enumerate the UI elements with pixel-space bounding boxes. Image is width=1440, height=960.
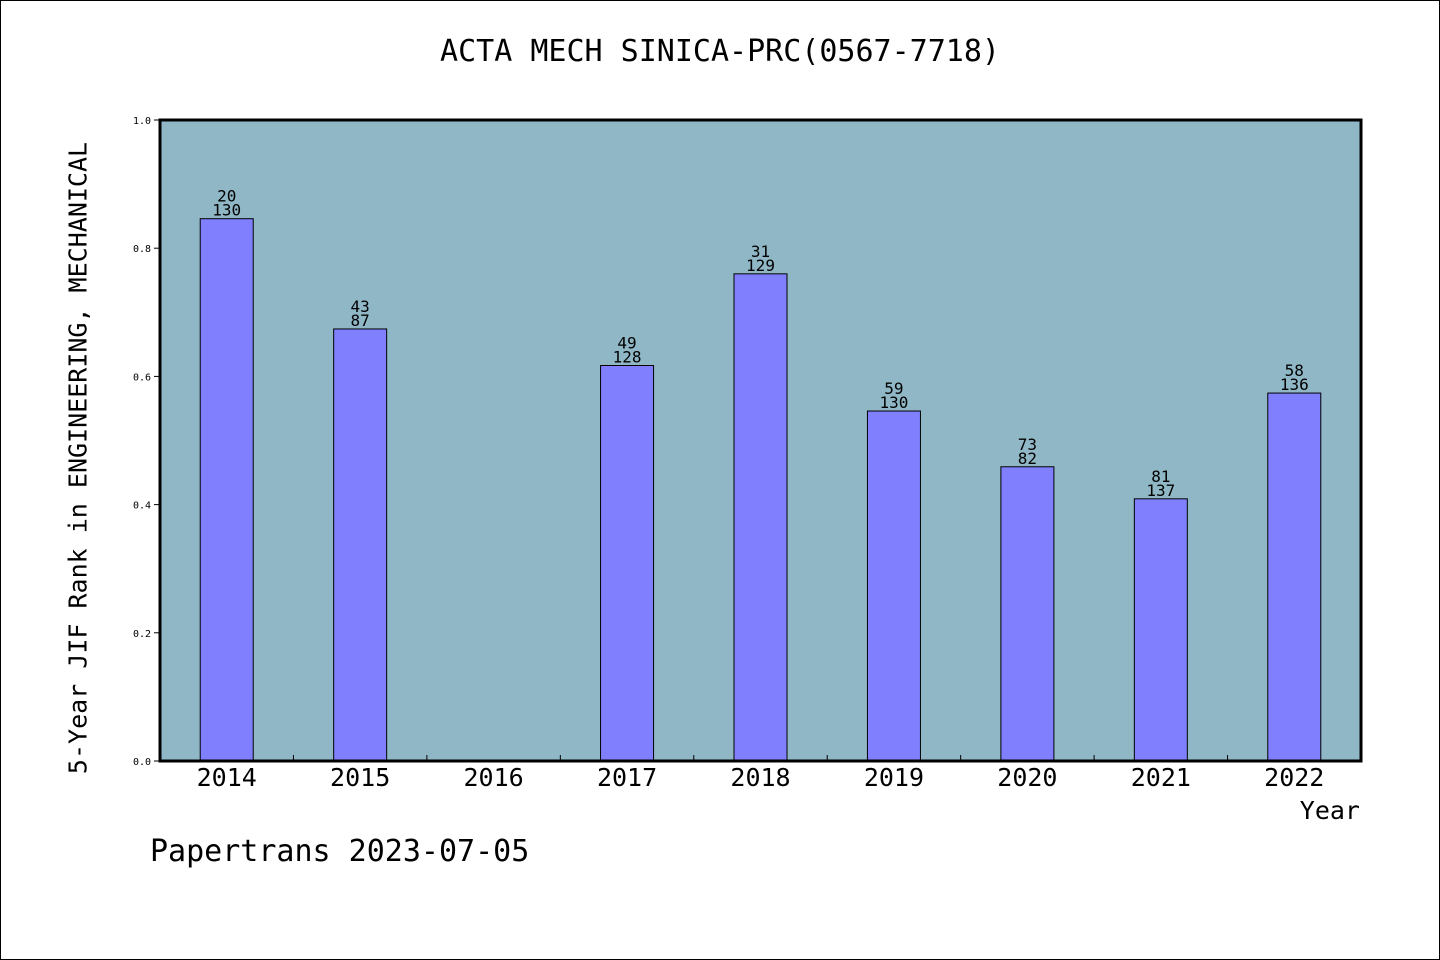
x-axis-label: Year	[1299, 796, 1360, 825]
x-tick-label: 2021	[1131, 763, 1191, 792]
y-tick-label: 0.0	[133, 757, 151, 768]
bar-rank-label: 49	[617, 334, 636, 353]
x-tick-label: 2020	[997, 763, 1057, 792]
y-tick-label: 0.6	[133, 372, 151, 383]
bar-total-label: 136	[1280, 375, 1309, 394]
bar	[199, 218, 254, 762]
bar-total-label: 82	[1018, 449, 1037, 468]
x-tick-label: 2014	[197, 763, 257, 792]
bar	[1267, 392, 1322, 762]
bar-rank-label: 43	[351, 297, 370, 316]
bar-rank-label: 20	[217, 187, 236, 206]
y-tick-label: 1.0	[133, 116, 151, 127]
bar-total-label: 128	[613, 348, 642, 367]
x-tick-label: 2015	[330, 763, 390, 792]
x-tick-label: 2022	[1264, 763, 1324, 792]
x-tick-label: 2019	[864, 763, 924, 792]
bar-rank-label: 73	[1018, 435, 1037, 454]
y-tick-label: 0.2	[133, 629, 151, 640]
x-tick-label: 2017	[597, 763, 657, 792]
bar	[1000, 466, 1055, 762]
bar-rank-label: 59	[884, 379, 903, 398]
y-tick-label: 0.8	[133, 244, 151, 255]
bar	[866, 410, 921, 762]
bar	[733, 273, 788, 762]
bar-rank-label: 31	[751, 242, 770, 261]
chart-title: ACTA MECH SINICA-PRC(0567-7718)	[440, 34, 1000, 69]
bar-rank-label: 58	[1285, 361, 1304, 380]
y-tick-label: 0.4	[133, 501, 151, 512]
bar-total-label: 137	[1146, 481, 1175, 500]
footer-credit: Papertrans 2023-07-05	[150, 834, 530, 869]
bar	[600, 365, 655, 762]
bar	[333, 328, 388, 762]
x-tick-label: 2016	[464, 763, 524, 792]
bar-rank-label: 81	[1151, 467, 1170, 486]
bar-total-label: 130	[212, 201, 241, 220]
bar-total-label: 87	[351, 311, 370, 330]
plot-border	[158, 118, 1363, 763]
x-tick-label: 2018	[730, 763, 790, 792]
bar-total-label: 130	[879, 393, 908, 412]
bar	[1133, 498, 1188, 762]
bar-total-label: 129	[746, 256, 775, 275]
